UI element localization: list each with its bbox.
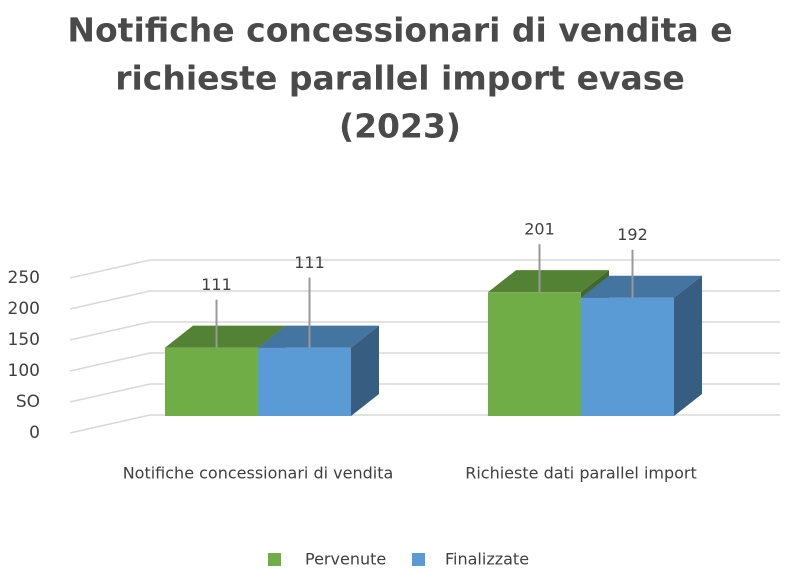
legend-swatch <box>268 553 281 566</box>
y-tick-label: 100 <box>8 361 40 381</box>
value-label: 111 <box>294 253 325 272</box>
bar <box>165 347 258 416</box>
bar-side <box>351 325 379 416</box>
bar-side <box>674 275 702 416</box>
bar <box>258 347 351 416</box>
bar-top <box>258 325 379 348</box>
value-label: 111 <box>201 275 232 294</box>
x-tick-label: Notifiche concessionari di vendita <box>123 464 394 483</box>
bar-top <box>488 270 609 293</box>
bar <box>581 297 674 416</box>
legend-label: Finalizzate <box>445 550 529 569</box>
chart-title: richieste parallel import evase <box>115 59 685 98</box>
y-tick-label: SO <box>16 392 40 412</box>
chart-title: (2023) <box>339 107 461 146</box>
y-tick-label: 250 <box>8 268 40 288</box>
grid-line <box>69 414 780 434</box>
y-tick-label: 0 <box>29 423 40 443</box>
bar-top <box>165 325 286 348</box>
legend-swatch <box>412 553 425 566</box>
value-label: 201 <box>524 220 555 239</box>
bar <box>488 292 581 416</box>
grid-line <box>69 259 780 279</box>
y-tick-label: 200 <box>8 299 40 319</box>
x-tick-label: Richieste dati parallel import <box>465 464 697 483</box>
y-tick-label: 150 <box>8 330 40 350</box>
bar-top <box>581 275 702 298</box>
value-label: 192 <box>617 225 648 244</box>
legend-label: Pervenute <box>305 550 386 569</box>
chart-title: Notifiche concessionari di vendita e <box>67 11 732 50</box>
